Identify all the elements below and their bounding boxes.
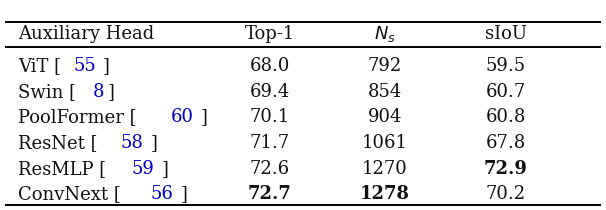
Text: Auxiliary Head: Auxiliary Head — [18, 25, 155, 43]
Text: 72.6: 72.6 — [250, 160, 290, 178]
Text: Top-1: Top-1 — [245, 25, 295, 43]
Text: 68.0: 68.0 — [250, 57, 290, 75]
Text: 71.7: 71.7 — [250, 134, 290, 152]
Text: ResMLP [: ResMLP [ — [18, 160, 106, 178]
Text: 59.5: 59.5 — [486, 57, 526, 75]
Text: 1270: 1270 — [362, 160, 408, 178]
Text: 792: 792 — [368, 57, 402, 75]
Text: ]: ] — [161, 160, 168, 178]
Text: 72.7: 72.7 — [248, 185, 291, 203]
Text: 72.9: 72.9 — [484, 160, 528, 178]
Text: 60: 60 — [171, 108, 194, 126]
Text: ]: ] — [103, 57, 110, 75]
Text: 60.8: 60.8 — [486, 108, 526, 126]
Text: ]: ] — [180, 185, 187, 203]
Text: 59: 59 — [132, 160, 155, 178]
Text: ResNet [: ResNet [ — [18, 134, 98, 152]
Text: 70.1: 70.1 — [250, 108, 290, 126]
Text: 1061: 1061 — [362, 134, 408, 152]
Text: 67.8: 67.8 — [486, 134, 526, 152]
Text: sIoU: sIoU — [485, 25, 527, 43]
Text: 56: 56 — [151, 185, 174, 203]
Text: ]: ] — [150, 134, 157, 152]
Text: Swin [: Swin [ — [18, 83, 76, 101]
Text: 58: 58 — [121, 134, 144, 152]
Text: $N_s$: $N_s$ — [374, 24, 396, 44]
Text: ]: ] — [108, 83, 115, 101]
Text: 60.7: 60.7 — [486, 83, 526, 101]
Text: 854: 854 — [368, 83, 402, 101]
Text: 904: 904 — [368, 108, 402, 126]
Text: 69.4: 69.4 — [250, 83, 290, 101]
Text: ViT [: ViT [ — [18, 57, 61, 75]
Text: ]: ] — [201, 108, 208, 126]
Text: 70.2: 70.2 — [486, 185, 526, 203]
Text: PoolFormer [: PoolFormer [ — [18, 108, 137, 126]
Text: 1278: 1278 — [360, 185, 410, 203]
Text: 55: 55 — [74, 57, 96, 75]
Text: 8: 8 — [93, 83, 104, 101]
Text: ConvNext [: ConvNext [ — [18, 185, 121, 203]
